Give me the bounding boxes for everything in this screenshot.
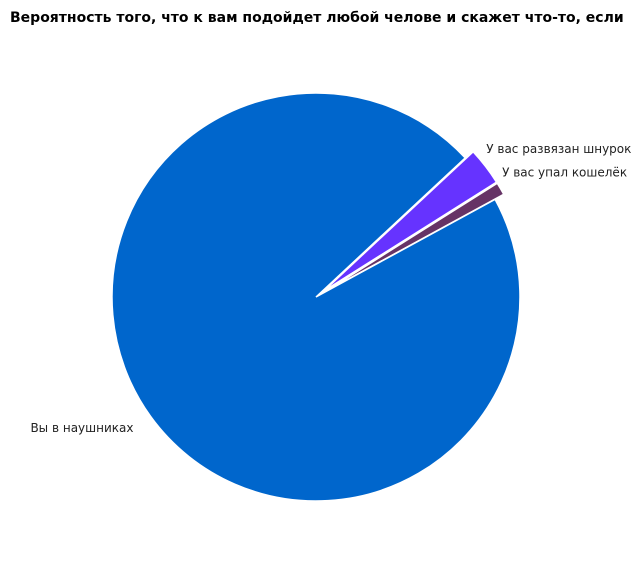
pie-slice bbox=[324, 182, 505, 293]
slice-label: У вас упал кошелёк bbox=[502, 166, 627, 180]
chart-title: Вероятность того, что к вам подойдет люб… bbox=[10, 10, 624, 26]
slice-label: У вас развязан шнурок bbox=[486, 142, 631, 156]
slice-label: Вы в наушниках bbox=[30, 421, 133, 435]
pie-slice bbox=[111, 92, 521, 502]
pie-slice bbox=[323, 150, 498, 292]
